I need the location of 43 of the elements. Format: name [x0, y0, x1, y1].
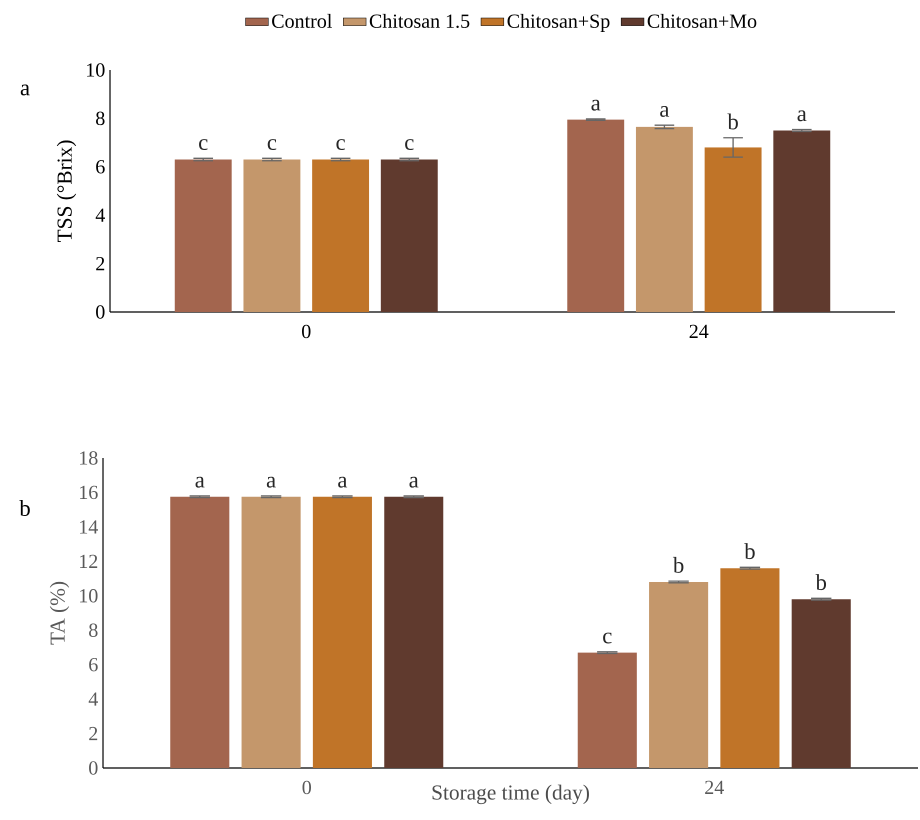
- y-axis-title: TA (%): [50, 582, 70, 645]
- data-label: a: [591, 100, 600, 111]
- data-label: c: [603, 632, 612, 644]
- y-tick-label: 18: [80, 451, 98, 465]
- data-label: a: [798, 110, 806, 122]
- text: a: [20, 84, 30, 96]
- data-label: b: [816, 574, 826, 590]
- y-tick-label: 10: [87, 63, 105, 77]
- data-label: c: [199, 139, 208, 150]
- data-label: c: [405, 139, 414, 150]
- data-label: b: [727, 114, 738, 130]
- data-label: b: [744, 543, 755, 560]
- y-tick-label: 6: [96, 160, 105, 174]
- y-tick-label: 14: [80, 520, 98, 534]
- x-tick-label: 24: [705, 780, 724, 794]
- y-tick-label: 8: [96, 112, 105, 126]
- data-label: c: [268, 139, 276, 150]
- data-label: a: [196, 476, 205, 488]
- legend-label: Control: [272, 14, 332, 28]
- legend-label: Chitosan 1.5: [370, 14, 470, 28]
- y-tick-label: 0: [96, 305, 105, 319]
- y-tick-label: 0: [89, 761, 98, 775]
- y-tick-label: 4: [96, 208, 105, 222]
- y-tick-label: 10: [80, 589, 98, 603]
- data-label: a: [338, 476, 348, 488]
- y-axis-title: TSS (°Brix): [56, 140, 76, 242]
- legend-label: Chitosan+Mo: [648, 14, 756, 28]
- data-label: a: [409, 476, 418, 488]
- y-tick-label: 2: [89, 726, 98, 740]
- y-tick-label: 4: [88, 692, 98, 706]
- data-label: b: [672, 556, 684, 573]
- y-tick-label: 12: [80, 554, 98, 568]
- x-tick-label: 24: [690, 324, 708, 338]
- data-label: c: [336, 139, 345, 150]
- x-axis-title: Storage time (day): [432, 784, 589, 804]
- y-tick-label: 6: [89, 658, 98, 672]
- data-label: a: [266, 476, 276, 488]
- y-tick-label: 16: [80, 486, 98, 500]
- y-tick-label: 2: [96, 256, 104, 270]
- y-tick-label: 8: [89, 623, 98, 637]
- data-label: a: [660, 106, 670, 117]
- text: b: [19, 500, 30, 516]
- legend-label: Chitosan+Sp: [508, 14, 610, 32]
